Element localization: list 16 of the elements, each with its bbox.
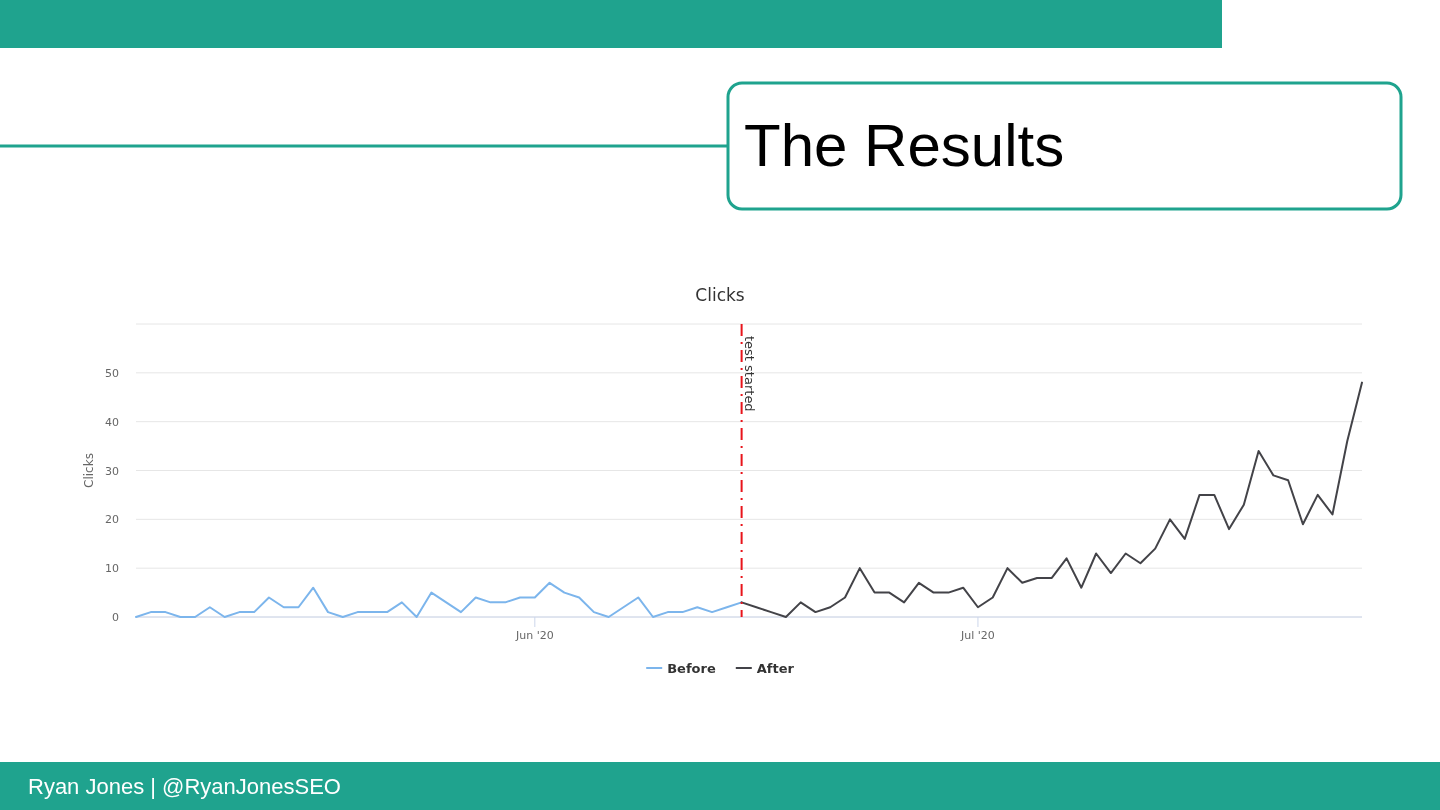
legend-label: Before (667, 660, 716, 676)
legend-label: After (756, 660, 795, 676)
chart-subtitle: Clicks (695, 285, 745, 305)
y-axis-title: Clicks (82, 453, 96, 488)
chart-title: The Results (744, 112, 1065, 179)
y-tick-label: 20 (105, 512, 119, 526)
x-tick-label: Jul '20 (960, 629, 995, 642)
y-tick-label: 10 (105, 561, 119, 575)
y-tick-label: 0 (112, 610, 119, 624)
y-tick-label: 40 (105, 415, 119, 429)
x-tick-label: Jun '20 (514, 629, 554, 642)
text: Ryan Jones | @RyanJonesSEO (28, 774, 341, 799)
ref-line-label: test started (741, 336, 757, 412)
y-tick-label: 30 (105, 464, 119, 477)
y-tick-label: 50 (105, 366, 119, 380)
line-series (135, 581, 743, 618)
